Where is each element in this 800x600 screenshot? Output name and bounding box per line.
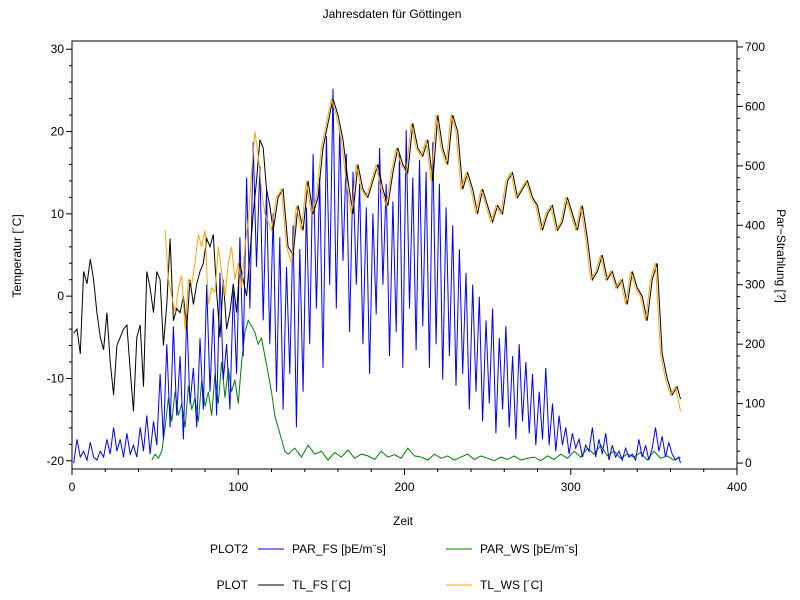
y-right-tick-label: 300 bbox=[745, 278, 765, 292]
series-line-par-ws bbox=[151, 319, 681, 462]
x-axis-label: Zeit bbox=[393, 514, 414, 528]
series-line-tl-ws bbox=[164, 98, 681, 412]
legend-entry-label: PAR_WS [þE/m¨s] bbox=[480, 542, 578, 556]
y-left-tick-label: 20 bbox=[51, 125, 65, 139]
series-line-tl-fs bbox=[73, 98, 681, 412]
y-left-tick-label: 30 bbox=[51, 42, 65, 56]
x-tick-label: 200 bbox=[394, 480, 414, 494]
chart-title: Jahresdaten für Göttingen bbox=[323, 7, 462, 21]
y-axis-left-label: Temperatur [´C] bbox=[10, 214, 24, 297]
y-left-tick-label: 0 bbox=[57, 289, 64, 303]
x-tick-label: 100 bbox=[228, 480, 248, 494]
y-right-tick-label: 200 bbox=[745, 337, 765, 351]
y-axis-right-label: Par−Strahlung [?] bbox=[774, 209, 788, 303]
series-line-par-fs bbox=[73, 88, 681, 464]
x-tick-label: 300 bbox=[561, 480, 581, 494]
legend-row-label: PLOT2 bbox=[210, 542, 248, 556]
y-right-tick-label: 500 bbox=[745, 159, 765, 173]
y-left-tick-label: 10 bbox=[51, 207, 65, 221]
y-right-tick-label: 600 bbox=[745, 99, 765, 113]
axes-layer: 0 100 200 300 400-20-10010203001002003004005… bbox=[47, 40, 766, 494]
y-left-tick-label: -10 bbox=[47, 371, 65, 385]
legend-entry-label: TL_FS [´C] bbox=[292, 578, 351, 592]
legend: PLOT2 PAR_FS [þE/m¨s] PAR_WS [þE/m¨s] PLOT T… bbox=[210, 542, 578, 592]
y-right-tick-label: 700 bbox=[745, 40, 765, 54]
y-right-tick-label: 400 bbox=[745, 218, 765, 232]
y-right-tick-label: 100 bbox=[745, 397, 765, 411]
legend-row-label: PLOT bbox=[217, 578, 249, 592]
x-tick-label: 400 bbox=[727, 480, 747, 494]
y-right-tick-label: 0 bbox=[745, 456, 752, 470]
x-tick-label: 0 bbox=[69, 480, 76, 494]
y-left-tick-label: -20 bbox=[47, 454, 65, 468]
legend-entry-label: TL_WS [´C] bbox=[480, 578, 543, 592]
legend-entry-label: PAR_FS [þE/m¨s] bbox=[292, 542, 386, 556]
series-layer bbox=[73, 88, 681, 464]
